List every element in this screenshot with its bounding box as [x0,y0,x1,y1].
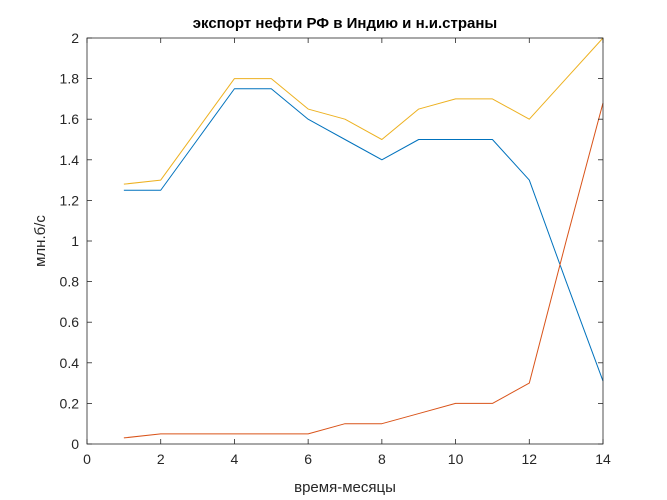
series-layer [123,37,604,439]
y-tick-label: 0.4 [60,355,80,371]
x-tick-label: 12 [521,451,537,467]
series-line-2 [123,102,604,439]
series-line-1 [123,88,604,382]
y-tick-label: 1.6 [60,111,80,127]
y-tick-label: 0.2 [60,395,80,411]
plot-area [87,38,603,444]
chart-title: экспорт нефти РФ в Индию и н.и.страны [193,15,498,32]
y-tick-label: 2 [71,30,79,46]
ticks-layer: 0 2 4 6 8 10 12 14 0 0.2 0.4 0.6 0.8 1 1.2 1.4 1.6 1.8 2 [60,30,611,467]
y-tick-label: 0 [71,436,79,452]
x-tick-label: 6 [304,451,312,467]
x-tick-label: 10 [448,451,464,467]
y-tick-label: 1.4 [60,152,80,168]
y-tick-label: 1 [71,233,79,249]
y-tick-label: 1.2 [60,192,80,208]
y-tick-label: 0.6 [60,314,80,330]
y-tick-label: 1.8 [60,71,80,87]
x-tick-label: 4 [231,451,239,467]
x-tick-label: 8 [378,451,386,467]
y-tick-label: 0.8 [60,274,80,290]
x-tick-label: 0 [83,451,91,467]
series-line-3 [123,37,604,185]
x-tick-label: 2 [157,451,165,467]
x-axis-label: время-месяцы [294,479,396,496]
x-tick-label: 14 [595,451,611,467]
y-axis-label: млн.б/с [32,215,49,267]
